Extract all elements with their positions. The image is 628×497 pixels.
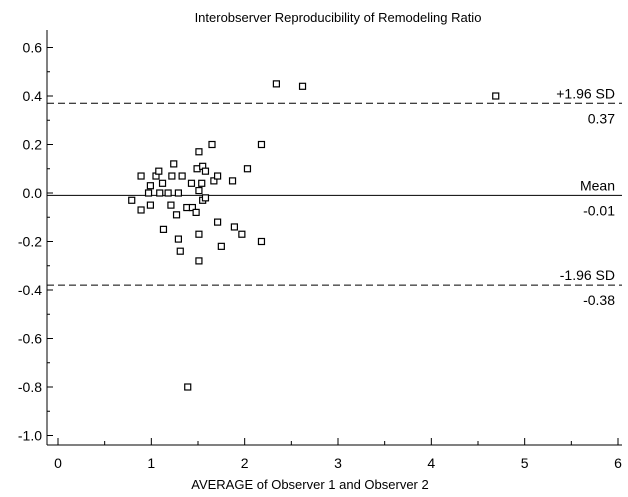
data-point <box>228 177 237 185</box>
data-point <box>230 223 238 231</box>
data-point <box>137 172 145 180</box>
data-point <box>174 189 182 197</box>
data-point <box>210 177 218 185</box>
reference-line-label: +1.96 SD <box>556 85 615 101</box>
data-point <box>176 247 184 255</box>
x-axis: 0 1 2 3 4 5 6 <box>54 438 622 471</box>
data-point <box>257 140 266 149</box>
data-point <box>170 160 178 168</box>
data-point <box>243 165 252 173</box>
data-point <box>137 206 145 214</box>
y-tick-label: 0.4 <box>23 88 43 104</box>
reference-line-value: -0.01 <box>583 202 615 218</box>
y-tick-label: -0.4 <box>18 282 42 298</box>
data-point <box>257 237 266 246</box>
reference-line-value: -0.38 <box>583 292 615 308</box>
y-tick-label: 0.2 <box>23 137 43 153</box>
data-point <box>128 196 136 204</box>
data-point <box>195 230 203 238</box>
data-point <box>492 92 500 100</box>
y-tick-label: -0.6 <box>18 331 42 347</box>
x-tick-label: 2 <box>241 455 249 471</box>
data-point <box>298 82 307 90</box>
reference-line-label: -1.96 SD <box>560 267 615 283</box>
data-point <box>217 242 225 250</box>
reference-lines: +1.96 SD 0.37 Mean -0.01 -1.96 SD -0.38 <box>47 85 622 308</box>
data-point <box>156 189 164 197</box>
data-point <box>208 140 216 149</box>
data-point <box>214 172 222 180</box>
x-tick-label: 3 <box>334 455 342 471</box>
data-point <box>184 383 192 391</box>
data-point <box>146 201 154 209</box>
data-point <box>195 257 203 265</box>
data-point <box>168 172 176 180</box>
data-point <box>155 167 163 175</box>
y-tick-label: -0.2 <box>18 234 42 250</box>
data-point <box>201 194 210 202</box>
y-tick-label: 0.6 <box>23 40 43 56</box>
data-point <box>192 208 200 216</box>
data-point <box>195 148 203 156</box>
data-point <box>164 189 172 197</box>
data-point <box>187 179 196 187</box>
y-tick-label: 0.0 <box>23 185 43 201</box>
data-point <box>174 235 182 243</box>
plot-area <box>46 30 622 446</box>
reference-line-value: 0.37 <box>588 110 615 126</box>
data-point <box>158 179 167 187</box>
x-tick-label: 1 <box>147 455 155 471</box>
chart-title: Interobserver Reproducibility of Remodel… <box>195 10 482 25</box>
data-point <box>238 230 246 238</box>
data-point <box>214 218 222 226</box>
x-tick-label: 6 <box>614 455 622 471</box>
data-point <box>167 201 175 209</box>
x-tick-label: 4 <box>427 455 435 471</box>
data-point <box>201 167 210 175</box>
data-points <box>128 80 500 391</box>
y-axis: 0.6 0.4 0.2 0.0 -0.2 -0.4 -0.6 -0.8 -1.0 <box>18 40 53 444</box>
data-point <box>178 172 186 180</box>
reference-line-label: Mean <box>580 177 615 193</box>
data-point <box>172 211 181 219</box>
y-tick-label: -1.0 <box>18 428 42 444</box>
data-point <box>144 189 153 197</box>
x-axis-title: AVERAGE of Observer 1 and Observer 2 <box>191 477 428 492</box>
y-tick-label: -0.8 <box>18 379 42 395</box>
x-tick-label: 0 <box>54 455 62 471</box>
x-tick-label: 5 <box>521 455 529 471</box>
data-point <box>198 179 206 187</box>
data-point <box>188 203 196 212</box>
data-point <box>195 186 203 195</box>
data-point <box>146 182 154 190</box>
data-point <box>159 225 168 233</box>
data-point <box>272 80 280 88</box>
